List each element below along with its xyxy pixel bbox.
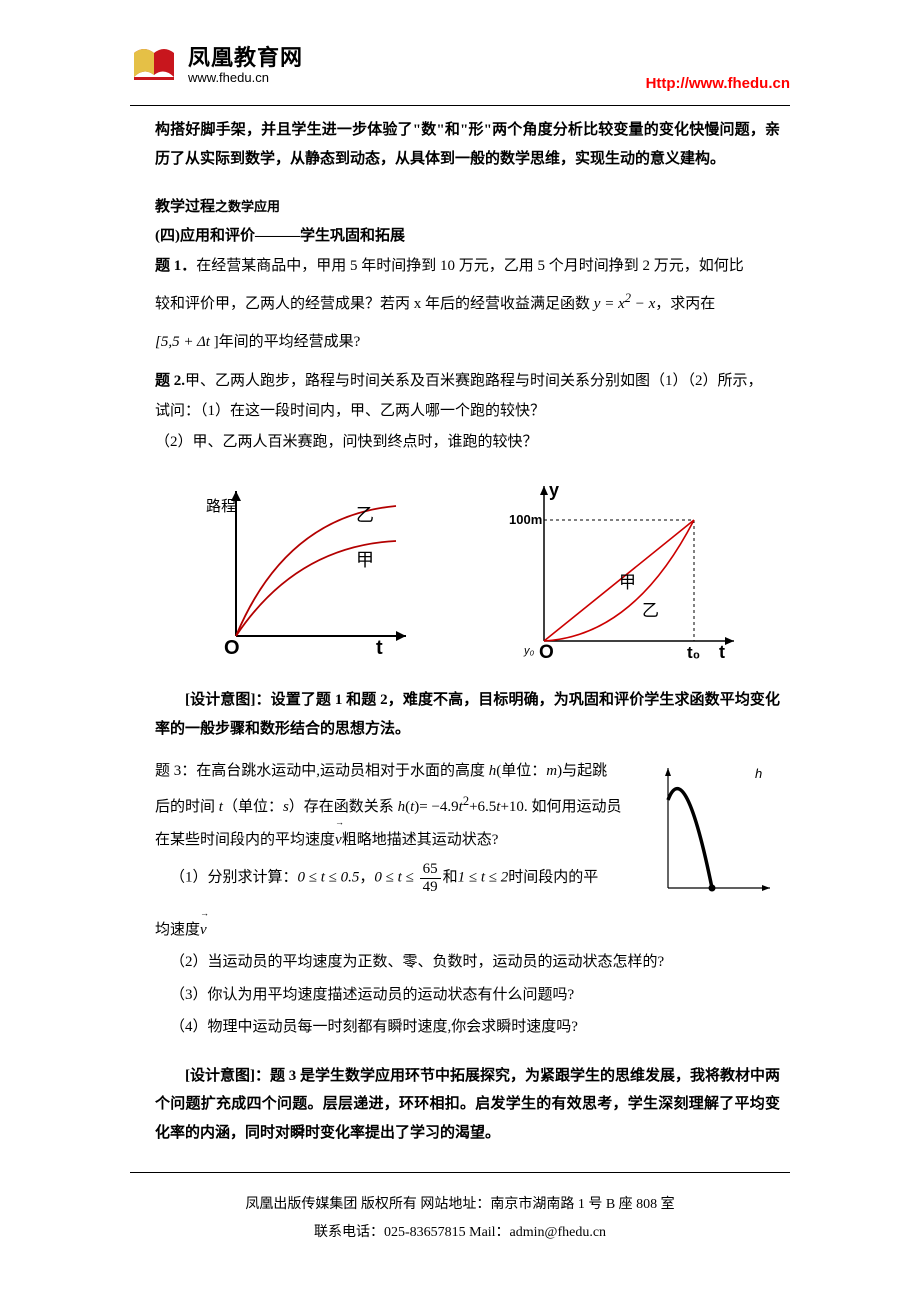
book-logo-icon (130, 43, 178, 83)
svg-text:t: t (719, 642, 725, 662)
q2-line3: （2）甲、乙两人百米赛跑，问快到终点时，谁跑的较快？ (155, 428, 780, 457)
q1-line1: 题 1．在经营某商品中，甲用 5 年时间挣到 10 万元，乙用 5 个月时间挣到… (155, 252, 780, 281)
svg-text:甲: 甲 (619, 573, 636, 592)
svg-text:t: t (376, 637, 383, 656)
svg-text:甲: 甲 (356, 550, 374, 570)
logo-subtitle: www.fhedu.cn (188, 70, 303, 85)
section-title: 教学过程之数学应用 (155, 193, 780, 222)
design-intent-1: [设计意图]：设置了题 1 和题 2，难度不高，目标明确，为巩固和评价学生求函数… (155, 686, 780, 743)
q1-line3: [5,5 + Δt ]年间的平均经营成果? (155, 328, 780, 357)
charts-row: 路程 乙 甲 O t y 100m 甲 乙 y₀ (155, 476, 780, 671)
chart-2: y 100m 甲 乙 y₀ O t₀ t (468, 476, 781, 671)
q3-text: 题 3：在高台跳水运动中,运动员相对于水面的高度 h(单位：m)与起跳 后的时间… (155, 755, 640, 916)
svg-text:t₀: t₀ (687, 643, 700, 662)
design-intent-2: [设计意图]：题 3 是学生数学应用环节中拓展探究，为紧跟学生的思维发展，我将教… (155, 1062, 780, 1148)
q2-label: 题 2. (155, 373, 185, 389)
q1-line2: 较和评价甲，乙两人的经营成果？若丙 x 年后的经营收益满足函数 y = x2 −… (155, 287, 780, 319)
page-footer: 凤凰出版传媒集团 版权所有 网站地址：南京市湖南路 1 号 B 座 808 室 … (0, 1191, 920, 1247)
q3-sub1: （1）分别求计算：0 ≤ t ≤ 0.5，0 ≤ t ≤ 6549和1 ≤ t … (155, 861, 640, 895)
svg-text:乙: 乙 (356, 505, 374, 525)
svg-text:路程: 路程 (206, 498, 236, 515)
section-title-pre: 教学过程 (155, 199, 215, 215)
svg-text:O: O (224, 637, 240, 656)
intro-paragraph: 构搭好脚手架，并且学生进一步体验了"数"和"形"两个角度分析比较变量的变化快慢问… (155, 116, 780, 173)
q3-sub2: （2）当运动员的平均速度为正数、零、负数时，运动员的运动状态怎样的? (155, 948, 780, 977)
q1-formula: y = x2 − x (594, 296, 656, 312)
logo-text: 凤凰教育网 www.fhedu.cn (188, 40, 303, 85)
footer-line2: 联系电话：025-83657815 Mail：admin@fhedu.cn (0, 1219, 920, 1247)
logo-title: 凤凰教育网 (188, 40, 303, 72)
svg-text:乙: 乙 (642, 601, 659, 620)
document-body: 构搭好脚手架，并且学生进一步体验了"数"和"形"两个角度分析比较变量的变化快慢问… (0, 106, 920, 1147)
q3-sub1-line2: 均速度v (155, 916, 780, 945)
q3-p3: 在某些时间段内的平均速度v粗略地描述其运动状态? (155, 824, 640, 857)
q3-sub3: （3）你认为用平均速度描述运动员的运动状态有什么问题吗? (155, 981, 780, 1010)
q2-line1: 题 2.甲、乙两人跑步，路程与时间关系及百米赛跑路程与时间关系分别如图（1）（2… (155, 367, 780, 396)
svg-text:y: y (549, 480, 559, 500)
chart-3: h (650, 755, 780, 916)
svg-text:y₀: y₀ (523, 645, 535, 657)
header-url: Http://www.fhedu.cn (646, 75, 790, 92)
svg-text:100m: 100m (509, 512, 542, 527)
q3-block: 题 3：在高台跳水运动中,运动员相对于水面的高度 h(单位：m)与起跳 后的时间… (155, 755, 780, 916)
q3-label: 题 3： (155, 763, 196, 779)
q3-p1: 题 3：在高台跳水运动中,运动员相对于水面的高度 h(单位：m)与起跳 (155, 755, 640, 788)
page-header: 凤凰教育网 www.fhedu.cn Http://www.fhedu.cn (0, 0, 920, 100)
q1-label: 题 1． (155, 258, 196, 274)
q2-line2: 试问：（1）在这一段时间内，甲、乙两人哪一个跑的较快？ (155, 397, 780, 426)
svg-text:h: h (755, 766, 762, 781)
section-title-suf: 之数学应用 (215, 199, 280, 214)
q3-sub4: （4）物理中运动员每一时刻都有瞬时速度,你会求瞬时速度吗? (155, 1013, 780, 1042)
footer-divider (130, 1172, 790, 1173)
q3-p2: 后的时间 t（单位：s）存在函数关系 h(t)= −4.9t2+6.5t+10.… (155, 788, 640, 824)
chart-1: 路程 乙 甲 O t (155, 476, 468, 671)
svg-text:O: O (539, 642, 554, 663)
footer-line1: 凤凰出版传媒集团 版权所有 网站地址：南京市湖南路 1 号 B 座 808 室 (0, 1191, 920, 1219)
section-subtitle: (四)应用和评价———学生巩固和拓展 (155, 222, 780, 251)
